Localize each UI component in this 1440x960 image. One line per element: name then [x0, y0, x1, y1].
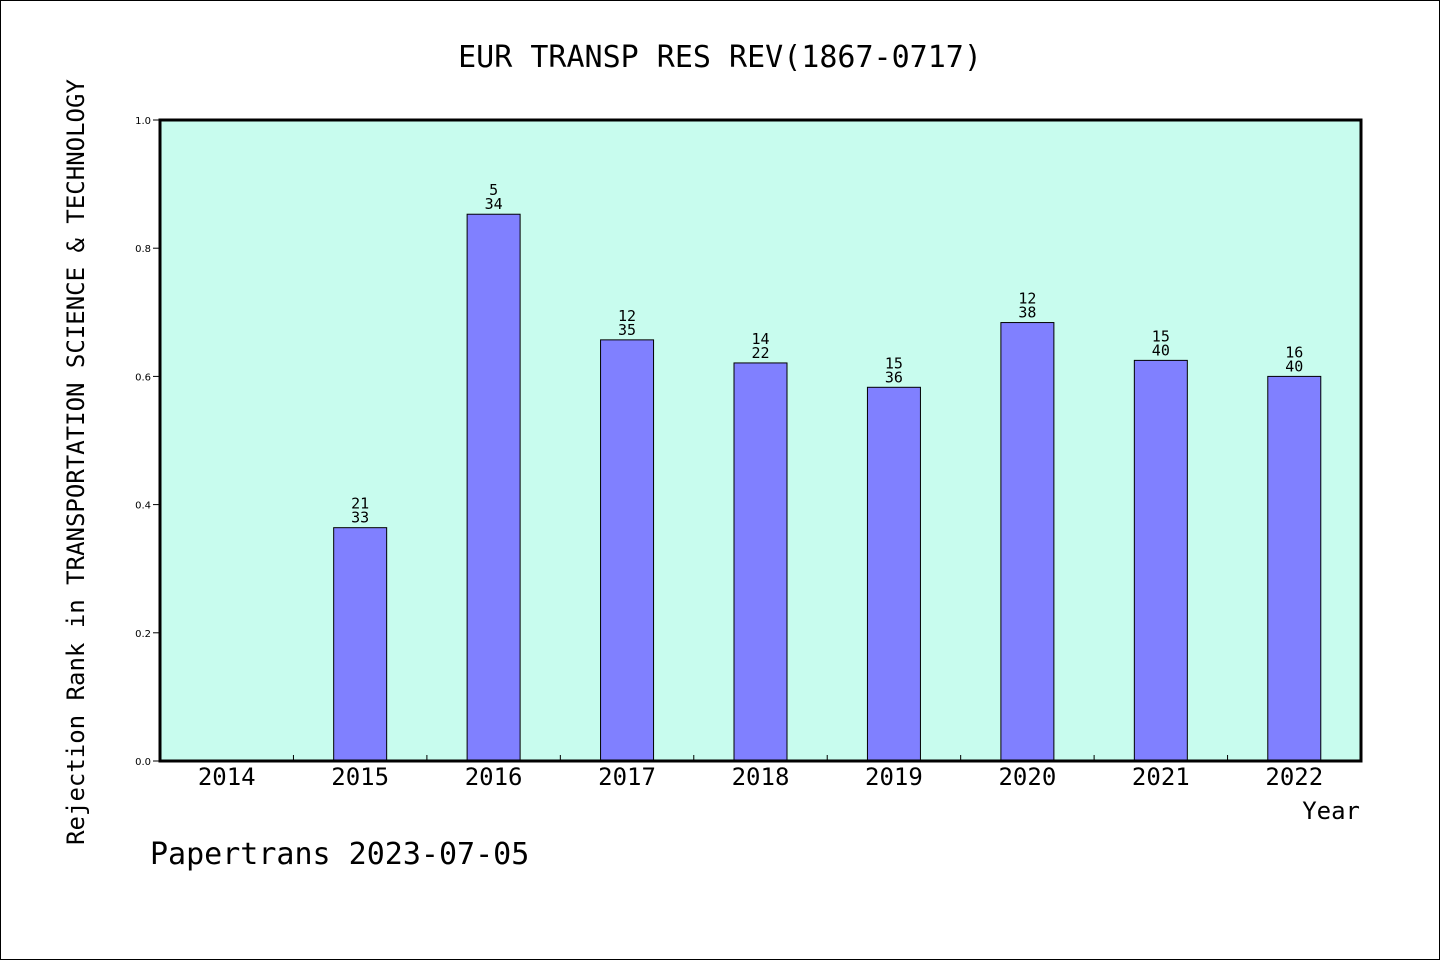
bar-2018 [733, 362, 788, 762]
footer-source-date: Papertrans 2023-07-05 [150, 837, 529, 872]
y-tick-label: 1.0 [135, 116, 151, 127]
x-tick-label: 2019 [865, 763, 923, 791]
bar-label-bottom: 33 [351, 509, 369, 527]
x-tick-label: 2021 [1132, 763, 1190, 791]
x-tick-label: 2022 [1265, 763, 1323, 791]
bar-2017 [600, 339, 655, 762]
bar-label-bottom: 36 [885, 368, 903, 386]
y-tick-label: 0.0 [135, 757, 151, 768]
y-tick-label: 0.8 [135, 244, 151, 255]
x-axis-label: Year [1302, 797, 1360, 825]
bar-label-bottom: 35 [618, 321, 636, 339]
y-axis: 0.0 0.2 0.4 0.6 0.8 1.0 [135, 116, 160, 768]
bar-label-bottom: 40 [1285, 357, 1303, 375]
bar-label-top: 15 [885, 354, 903, 372]
bar-label-bottom: 40 [1152, 341, 1170, 359]
bar-label-bottom: 38 [1018, 304, 1036, 322]
x-tick-label: 2017 [598, 763, 656, 791]
x-tick-label: 2014 [198, 763, 256, 791]
x-tick-label: 2020 [998, 763, 1056, 791]
bar-label-top: 15 [1152, 327, 1170, 345]
bars-group [333, 213, 1322, 762]
bar-2020 [1000, 322, 1055, 762]
bar-2019 [866, 386, 921, 762]
bar-2016 [466, 213, 521, 762]
bar-label-bottom: 22 [751, 344, 769, 362]
y-tick-label: 0.2 [135, 629, 151, 640]
bar-label-top: 5 [489, 181, 498, 199]
bar-2015 [333, 527, 388, 762]
y-axis-label: Rejection Rank in TRANSPORTATION SCIENCE… [62, 79, 90, 845]
bar-label-top: 16 [1285, 343, 1303, 361]
plot-border [158, 118, 1363, 763]
bar-2021 [1133, 359, 1188, 762]
x-tick-label: 2015 [331, 763, 389, 791]
y-tick-label: 0.4 [135, 501, 151, 512]
y-tick-label: 0.6 [135, 372, 151, 383]
bar-label-top: 14 [751, 330, 769, 348]
x-axis: 2014 2015 2016 2017 2018 2019 2020 2021 2022 [198, 755, 1323, 791]
bar-label-top: 21 [351, 495, 369, 513]
bar-label-top: 12 [618, 307, 636, 325]
bar-2022 [1267, 375, 1322, 762]
x-tick-label: 2016 [465, 763, 523, 791]
bar-label-top: 12 [1018, 290, 1036, 308]
bar-label-bottom: 34 [485, 195, 503, 213]
chart-title: EUR TRANSP RES REV(1867-0717) [458, 40, 982, 75]
x-tick-label: 2018 [732, 763, 790, 791]
